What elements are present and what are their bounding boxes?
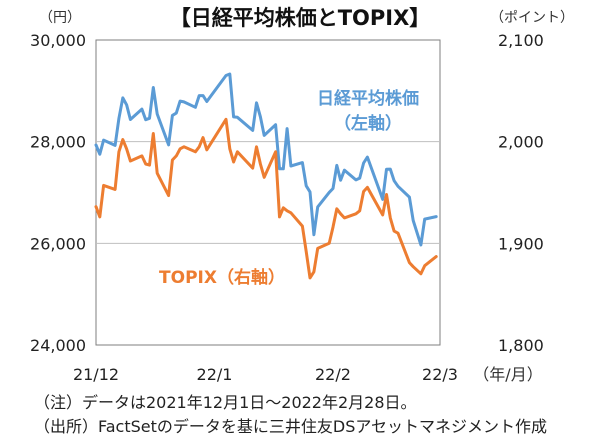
nikkei-label-line1: 日経平均株価 [317, 88, 419, 109]
nikkei-line [94, 72, 438, 247]
note-source: （出所）FactSetのデータを基に三井住友DSアセットマネジメント作成 [34, 417, 548, 436]
left-tick-label: 30,000 [30, 31, 86, 50]
right-axis-ticks: 1,800 1,900 2,000 2,100 [498, 31, 544, 355]
x-tick-label: 21/12 [73, 365, 119, 384]
right-tick-label: 1,900 [498, 234, 544, 253]
left-tick-label: 28,000 [30, 133, 86, 152]
nikkei-label-line2: （左軸） [334, 113, 402, 134]
right-axis-unit: （ポイント） [490, 10, 574, 26]
x-tick-label: 22/1 [197, 365, 233, 384]
topix-line [94, 117, 438, 280]
topix-label: TOPIX（右軸） [159, 267, 285, 288]
left-axis-unit: （円） [39, 10, 81, 26]
x-tick-label: 22/2 [315, 365, 351, 384]
left-tick-label: 24,000 [30, 336, 86, 355]
x-axis-ticks: 21/12 22/1 22/2 22/3 [73, 365, 458, 384]
left-axis-ticks: 24,000 26,000 28,000 30,000 [30, 31, 86, 355]
right-tick-label: 1,800 [498, 336, 544, 355]
right-tick-label: 2,100 [498, 31, 544, 50]
x-axis-unit: （年/月） [473, 365, 542, 384]
series-lines [94, 72, 438, 280]
right-tick-label: 2,000 [498, 133, 544, 152]
x-tick-label: 22/3 [422, 365, 458, 384]
left-tick-label: 26,000 [30, 234, 86, 253]
chart-title: 【日経平均株価とTOPIX】 [170, 6, 431, 30]
plot-area [95, 39, 441, 346]
gridlines [96, 141, 440, 244]
note-data-period: （注）データは2021年12月1日～2022年2月28日。 [34, 393, 417, 412]
